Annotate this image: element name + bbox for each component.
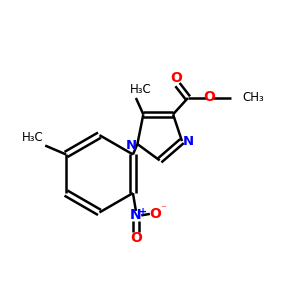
Text: +: + [139,207,147,217]
Text: H₃C: H₃C [130,83,151,96]
Text: O: O [170,71,182,85]
Text: H₃C: H₃C [22,131,44,144]
Text: O: O [149,207,161,221]
Text: N: N [183,135,194,148]
Text: N: N [130,208,142,222]
Text: ⁻: ⁻ [160,204,166,214]
Text: O: O [203,90,215,104]
Text: N: N [125,139,136,152]
Text: O: O [130,231,142,245]
Text: CH₃: CH₃ [242,91,264,104]
